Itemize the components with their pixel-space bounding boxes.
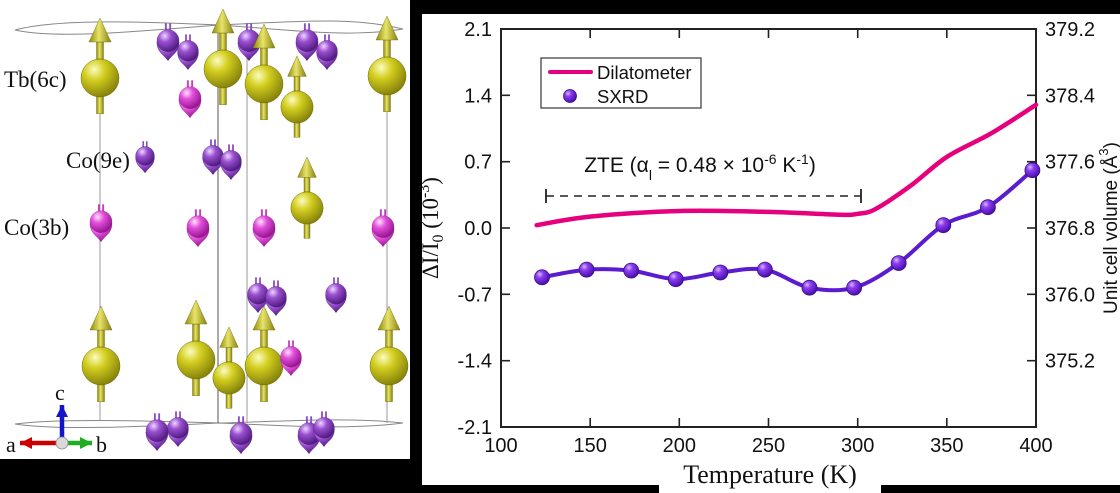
svg-text:-1.4: -1.4 — [458, 351, 492, 373]
svg-text:376.8: 376.8 — [1045, 218, 1095, 240]
svg-text:-2.1: -2.1 — [458, 417, 492, 439]
svg-text:379.2: 379.2 — [1045, 19, 1095, 41]
svg-text:2.1: 2.1 — [464, 19, 492, 41]
svg-text:377.6: 377.6 — [1045, 152, 1095, 174]
svg-text:1.4: 1.4 — [464, 85, 492, 107]
svg-text:Dilatometer: Dilatometer — [597, 62, 692, 83]
svg-text:0.7: 0.7 — [464, 152, 492, 174]
svg-text:Temperature (K): Temperature (K) — [683, 460, 857, 489]
svg-text:ZTE (αl = 0.48 × 10-6 K-1): ZTE (αl = 0.48 × 10-6 K-1) — [584, 151, 816, 183]
svg-text:375.2: 375.2 — [1045, 351, 1095, 373]
svg-text:SXRD: SXRD — [597, 86, 648, 107]
svg-text:ΔI/I0 (10-3): ΔI/I0 (10-3) — [416, 177, 447, 279]
svg-text:250: 250 — [752, 435, 785, 457]
svg-text:300: 300 — [841, 435, 874, 457]
svg-text:150: 150 — [574, 435, 607, 457]
svg-text:400: 400 — [1019, 435, 1052, 457]
svg-text:376.0: 376.0 — [1045, 284, 1095, 306]
svg-text:350: 350 — [930, 435, 963, 457]
svg-text:-0.7: -0.7 — [458, 284, 492, 306]
svg-text:378.4: 378.4 — [1045, 85, 1095, 107]
svg-text:0.0: 0.0 — [464, 218, 492, 240]
svg-text:200: 200 — [663, 435, 696, 457]
svg-text:Unit cell volume (Å3): Unit cell volume (Å3) — [1096, 142, 1120, 314]
